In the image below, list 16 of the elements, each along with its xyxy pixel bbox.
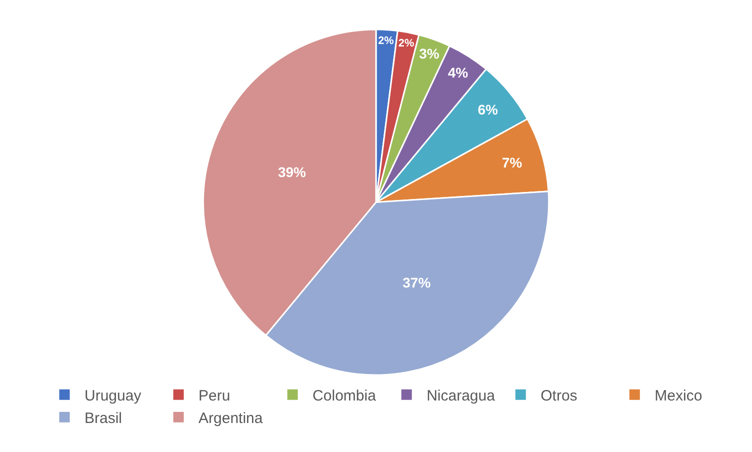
legend-label: Peru — [198, 387, 230, 404]
data-label: 39% — [278, 164, 307, 180]
data-label: 2% — [378, 34, 394, 47]
legend-label: Uruguay — [84, 387, 142, 404]
data-label: 6% — [478, 101, 499, 118]
data-label: 4% — [448, 64, 469, 81]
data-label: 3% — [419, 46, 440, 62]
legend-label: Argentina — [198, 410, 264, 427]
legend-label: Otros — [540, 387, 578, 404]
legend-label: Nicaragua — [426, 387, 496, 404]
data-label: 2% — [398, 37, 414, 50]
legend-label: Colombia — [312, 387, 377, 404]
data-label: 37% — [402, 274, 432, 291]
data-label: 7% — [502, 154, 523, 171]
legend-label: Brasil — [84, 410, 122, 427]
legend-label: Mexico — [654, 387, 702, 404]
